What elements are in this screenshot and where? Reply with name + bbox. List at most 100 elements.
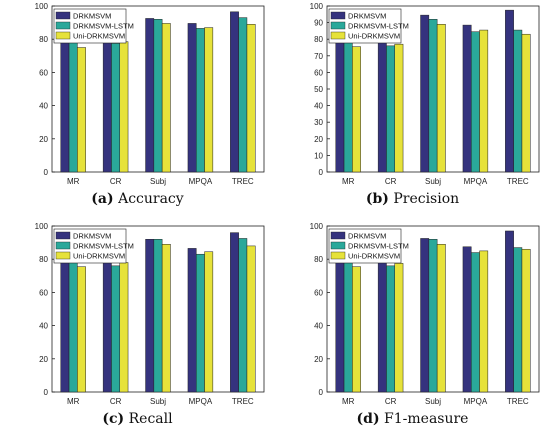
legend-swatch — [330, 251, 346, 260]
bar-mpqa-3 — [204, 251, 214, 393]
x-tick-label: MR — [342, 177, 355, 186]
legend-label: Uni-DRKMSVM — [73, 252, 125, 261]
y-tick-label: 20 — [314, 135, 323, 144]
bar-subj-3 — [436, 244, 446, 393]
legend-swatch — [330, 241, 346, 250]
x-tick-label: MR — [342, 397, 355, 406]
f1-caption: (d) F1-measure — [275, 411, 550, 427]
legend-swatch — [330, 21, 346, 30]
bar-cr-1 — [102, 262, 112, 393]
bar-mr-1 — [60, 259, 70, 393]
precision-chart: 0 10 20 30 40 50 60 70 80 90 100 MR CR Subj MPQA TREC DR… — [310, 2, 540, 186]
panel-label: (b) — [365, 191, 389, 207]
bar-cr-3 — [119, 41, 129, 173]
bar-cr-2 — [111, 265, 120, 393]
bar-mr-2 — [343, 261, 353, 393]
bar-mr-1 — [335, 260, 345, 393]
bar-subj-1 — [420, 14, 430, 173]
panel-label: (a) — [91, 191, 114, 207]
bar-cr-2 — [386, 45, 395, 173]
caption-text: Recall — [128, 411, 173, 427]
panel-label: (c) — [102, 411, 125, 427]
x-tick-label: CR — [385, 177, 397, 186]
accuracy-caption: (a) Accuracy — [0, 191, 275, 207]
x-tick-label: CR — [110, 397, 122, 406]
bar-mr-3 — [77, 47, 86, 173]
x-tick-label: MPQA — [189, 177, 213, 186]
legend-label: DRKMSVM-LSTM — [348, 22, 409, 31]
y-tick-label: 0 — [319, 168, 324, 177]
bar-mpqa-2 — [196, 253, 205, 393]
y-tick-label: 10 — [314, 151, 323, 160]
precision-panel: 0 10 20 30 40 50 60 70 80 90 100 MR CR Subj MPQA TREC DR… — [275, 0, 550, 220]
bar-mpqa-3 — [204, 27, 214, 173]
x-tick-label: MPQA — [464, 177, 488, 186]
y-tick-label: 80 — [314, 35, 323, 44]
y-tick-label: 0 — [44, 168, 49, 177]
y-tick-label: 100 — [310, 2, 324, 11]
y-tick-label: 20 — [39, 135, 48, 144]
bar-mpqa-3 — [479, 250, 489, 393]
precision-caption: (b) Precision — [275, 191, 550, 207]
bar-trec-1 — [505, 9, 514, 173]
bar-mpqa-1 — [187, 248, 197, 393]
bar-subj-2 — [153, 239, 163, 393]
bar-mpqa-2 — [196, 28, 205, 173]
bar-trec-1 — [230, 232, 239, 393]
bar-subj-3 — [436, 24, 446, 173]
f1-chart: 0 20 40 60 80 100 MR CR Subj MPQA TREC DRKMSVMDRKMS… — [310, 222, 540, 406]
panel-label: (d) — [356, 411, 380, 427]
bar-mr-2 — [68, 41, 78, 173]
y-tick-label: 40 — [39, 102, 48, 111]
bar-mr-2 — [68, 261, 78, 393]
bar-trec-2 — [513, 247, 523, 393]
y-tick-label: 20 — [314, 355, 323, 364]
bar-trec-1 — [505, 230, 514, 393]
x-tick-label: TREC — [232, 397, 254, 406]
bar-mpqa-2 — [471, 31, 480, 173]
x-tick-label: MPQA — [189, 397, 213, 406]
bar-mr-2 — [343, 41, 353, 173]
bar-trec-2 — [238, 238, 248, 393]
f1-panel: 0 20 40 60 80 100 MR CR Subj MPQA TREC DRKMSVM DRKMS… — [275, 220, 550, 440]
y-tick-label: 80 — [39, 35, 48, 44]
caption-text: Precision — [393, 191, 460, 207]
y-tick-label: 50 — [314, 85, 323, 94]
legend-swatch — [330, 231, 346, 240]
y-tick-label: 80 — [39, 255, 48, 264]
bar-cr-1 — [377, 260, 387, 393]
bar-cr-2 — [386, 265, 395, 393]
y-tick-label: 40 — [314, 102, 323, 111]
bar-subj-2 — [428, 19, 438, 173]
y-tick-label: 80 — [314, 255, 323, 264]
x-tick-label: Subj — [150, 177, 166, 186]
bar-mpqa-1 — [187, 23, 197, 173]
legend-swatch — [55, 31, 71, 40]
bar-subj-1 — [145, 18, 155, 173]
legend-label: DRKMSVM — [73, 12, 111, 21]
accuracy-chart: 0 20 40 60 80 100 MR CR Subj MPQA TREC DRKMSVMDRKMS… — [35, 2, 265, 186]
y-tick-label: 100 — [35, 222, 49, 231]
y-tick-label: 40 — [314, 322, 323, 331]
bar-cr-3 — [394, 263, 404, 393]
y-tick-label: 60 — [314, 288, 323, 297]
x-tick-label: TREC — [232, 177, 254, 186]
y-tick-label: 60 — [39, 288, 48, 297]
y-tick-label: 60 — [39, 68, 48, 77]
x-tick-label: Subj — [425, 177, 441, 186]
x-tick-label: Subj — [150, 397, 166, 406]
legend-label: DRKMSVM-LSTM — [73, 242, 134, 251]
legend-swatch — [330, 31, 346, 40]
x-tick-label: Subj — [425, 397, 441, 406]
x-tick-label: MPQA — [464, 397, 488, 406]
legend-label: Uni-DRKMSVM — [348, 32, 400, 41]
recall-panel: 0 20 40 60 80 100 MR CR Subj MPQA TREC DRKMSVM DRKMS… — [0, 220, 275, 440]
bar-mpqa-1 — [462, 24, 472, 173]
bar-mr-3 — [352, 266, 361, 393]
caption-text: F1-measure — [384, 411, 469, 427]
accuracy-panel: 0 20 40 60 80 100 MR CR Subj MPQA TREC DRKMSVM DRKMS… — [0, 0, 275, 220]
bar-trec-3 — [521, 248, 531, 393]
legend-label: DRKMSVM — [348, 12, 386, 21]
legend-label: DRKMSVM-LSTM — [348, 242, 409, 251]
bar-subj-1 — [420, 238, 430, 393]
